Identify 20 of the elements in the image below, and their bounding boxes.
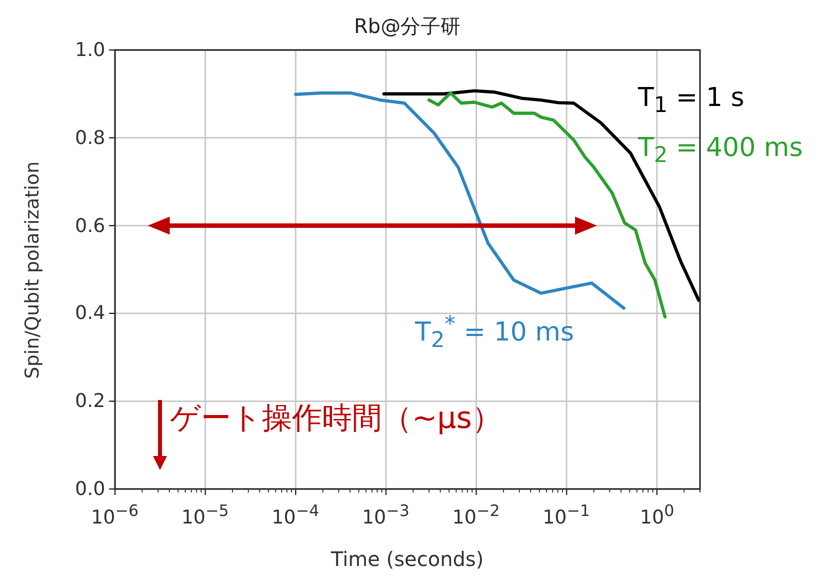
y-tick-label: 0.4 bbox=[75, 302, 106, 324]
series-label: T$_{2}$ = 400 ms bbox=[638, 132, 803, 168]
x-tick-label: 10$^{−6}$ bbox=[91, 501, 139, 528]
annotation: ゲート操作時間（~μs） bbox=[170, 400, 502, 438]
x-tick-label: 10$^{−5}$ bbox=[181, 501, 229, 528]
y-tick-label: 0.8 bbox=[75, 126, 106, 149]
y-tick-label: 1.0 bbox=[75, 39, 106, 61]
y-tick-label: 0.2 bbox=[75, 390, 106, 412]
x-tick-label: 10$^{−3}$ bbox=[362, 501, 410, 528]
x-axis-title: Time (seconds) bbox=[331, 547, 484, 571]
x-tick-label: 10$^{−2}$ bbox=[452, 501, 500, 528]
y-axis-title: Spin/Qubit polarization bbox=[21, 160, 44, 378]
x-tick-label: 10$^{0}$ bbox=[640, 501, 674, 528]
series-label: T$_{1}$ = 1 s bbox=[638, 82, 744, 118]
series-label: T$_{2}$$^{*}$ = 10 ms bbox=[415, 312, 574, 352]
x-tick-label: 10$^{−1}$ bbox=[542, 501, 590, 528]
x-tick-label: 10$^{−4}$ bbox=[272, 501, 320, 528]
y-tick-label: 0.0 bbox=[75, 478, 106, 500]
chart-title: Rb@分子研 bbox=[354, 13, 461, 40]
y-tick-label: 0.6 bbox=[75, 214, 106, 237]
